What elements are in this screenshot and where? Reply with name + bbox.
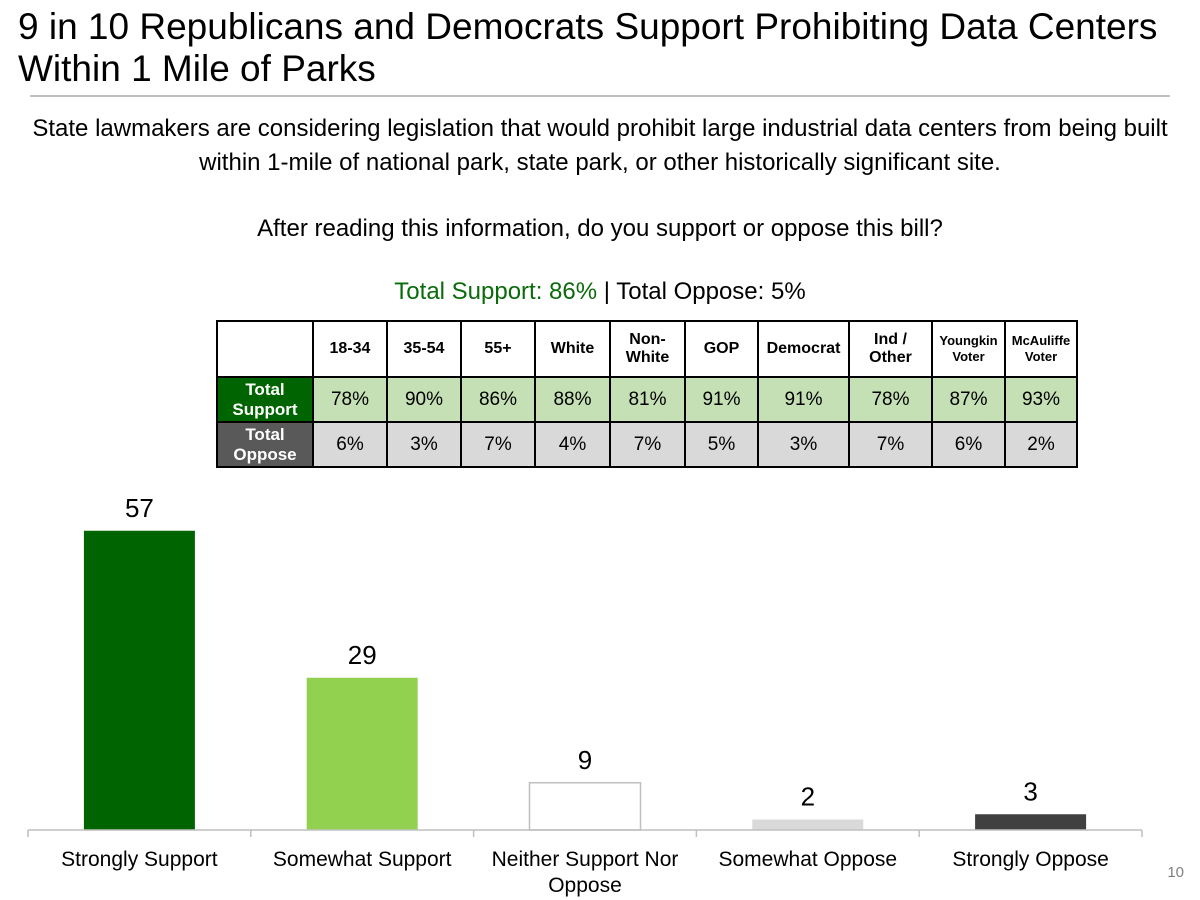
col-55-plus: 55+ xyxy=(460,320,536,378)
crosstab-corner xyxy=(216,320,314,378)
crosstab-table: 18-34 35-54 55+ White Non-White GOP Demo… xyxy=(216,320,1078,468)
totals-separator: | xyxy=(597,278,617,305)
data-label-strongly-support: 57 xyxy=(125,493,154,523)
cell-oppose-non-white: 7% xyxy=(609,421,686,468)
cell-support-non-white: 81% xyxy=(609,376,686,423)
page-number: 10 xyxy=(1167,864,1184,881)
data-label-neither-support-nor-oppose: 9 xyxy=(578,745,592,775)
bar-chart: 57 Strongly Support 29 Somewhat Support 9 Nei… xyxy=(27,493,1143,897)
crosstab-header-row: 18-34 35-54 55+ White Non-White GOP Demo… xyxy=(216,320,1078,378)
col-35-54: 35-54 xyxy=(386,320,462,378)
cell-oppose-35-54: 3% xyxy=(386,421,462,468)
bar-strongly-oppose xyxy=(975,814,1087,830)
category-label-neither-support-nor-oppose: Neither Support Nor Oppose xyxy=(492,848,679,897)
row-label-support: Total Support xyxy=(216,376,314,423)
bar-strongly-support xyxy=(83,530,195,830)
question-text: State lawmakers are considering legislat… xyxy=(32,115,1168,176)
cell-oppose-gop: 5% xyxy=(684,421,759,468)
title-divider xyxy=(30,95,1170,97)
cell-oppose-white: 4% xyxy=(534,421,611,468)
data-label-somewhat-oppose: 2 xyxy=(801,782,815,812)
total-support-summary: Total Support: 86% xyxy=(394,278,598,305)
cell-support-white: 88% xyxy=(534,376,611,423)
question-block: State lawmakers are considering legislat… xyxy=(0,112,1200,246)
col-18-34: 18-34 xyxy=(312,320,388,378)
cell-oppose-democrat: 3% xyxy=(757,421,850,468)
cell-oppose-mcauliffe: 2% xyxy=(1004,421,1078,468)
crosstab-row-oppose: Total Oppose 6% 3% 7% 4% 7% 5% 3% 7% 6% … xyxy=(216,421,1078,468)
row-label-oppose: Total Oppose xyxy=(216,421,314,468)
totals-summary: Total Support: 86% | Total Oppose: 5% xyxy=(0,276,1200,308)
cell-support-35-54: 90% xyxy=(386,376,462,423)
slide-title: 9 in 10 Republicans and Democrats Suppor… xyxy=(18,6,1158,89)
col-mcauliffe-voter: McAuliffe Voter xyxy=(1004,320,1078,378)
data-label-somewhat-support: 29 xyxy=(348,640,377,670)
cell-support-gop: 91% xyxy=(684,376,759,423)
category-label-strongly-oppose: Strongly Oppose xyxy=(952,848,1108,871)
cell-support-ind-other: 78% xyxy=(848,376,933,423)
cell-support-55-plus: 86% xyxy=(460,376,536,423)
cell-oppose-55-plus: 7% xyxy=(460,421,536,468)
data-label-strongly-oppose: 3 xyxy=(1023,776,1037,806)
bar-somewhat-oppose xyxy=(752,819,864,830)
col-non-white: Non-White xyxy=(609,320,686,378)
cell-oppose-ind-other: 7% xyxy=(848,421,933,468)
bar-neither-support-nor-oppose xyxy=(528,782,642,831)
col-gop: GOP xyxy=(684,320,759,378)
col-white: White xyxy=(534,320,611,378)
cell-oppose-youngkin: 6% xyxy=(931,421,1006,468)
total-oppose-summary: Total Oppose: 5% xyxy=(616,278,806,305)
col-youngkin-voter: Youngkin Voter xyxy=(931,320,1006,378)
col-democrat: Democrat xyxy=(757,320,850,378)
category-label-somewhat-oppose: Somewhat Oppose xyxy=(718,848,897,871)
cell-support-18-34: 78% xyxy=(312,376,388,423)
cell-support-youngkin: 87% xyxy=(931,376,1006,423)
category-label-strongly-support: Strongly Support xyxy=(61,848,218,871)
bar-somewhat-support xyxy=(306,677,418,830)
col-ind-other: Ind / Other xyxy=(848,320,933,378)
cell-oppose-18-34: 6% xyxy=(312,421,388,468)
cell-support-mcauliffe: 93% xyxy=(1004,376,1078,423)
question-prompt: After reading this information, do you s… xyxy=(257,215,943,242)
cell-support-democrat: 91% xyxy=(757,376,850,423)
category-label-somewhat-support: Somewhat Support xyxy=(273,848,452,871)
crosstab-row-support: Total Support 78% 90% 86% 88% 81% 91% 91… xyxy=(216,376,1078,423)
